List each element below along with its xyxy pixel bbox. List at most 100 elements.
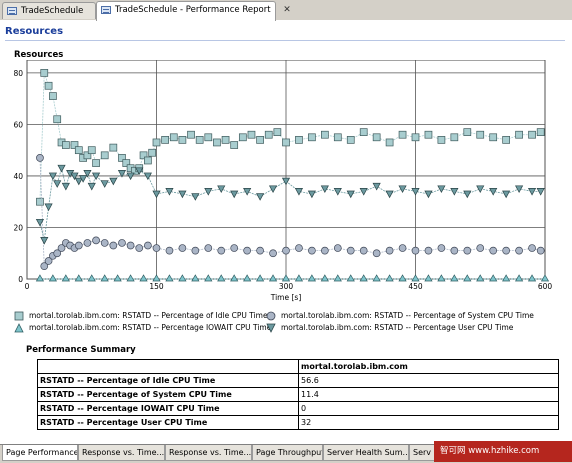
tab-page-performance[interactable]: Page Performance [2,445,78,461]
data-point [307,190,316,199]
data-point [359,128,368,136]
data-point [536,128,545,136]
tab-response-vs-time-2[interactable]: Response vs. Time... [165,445,252,461]
data-point [359,246,368,255]
data-point [143,172,152,181]
triangle-up-marker-icon [14,323,24,333]
table-header-row: mortal.torolab.ibm.com [37,359,559,374]
y-tick-label: 60 [13,120,23,129]
data-point [87,146,96,155]
tab-label: Serv [413,448,432,457]
data-point [230,244,239,252]
data-point [35,218,45,227]
data-point [178,244,187,252]
data-point [40,262,49,270]
data-point [308,133,316,142]
legend-label: mortal.torolab.ibm.com: RSTATD -- Percen… [29,311,268,320]
section-divider [5,40,565,41]
data-point [489,188,498,196]
data-point [135,167,144,176]
data-point [70,141,79,149]
data-point [489,274,498,282]
legend-item-iowait: mortal.torolab.ibm.com: RSTATD -- Percen… [14,323,271,333]
data-point [424,130,433,139]
data-point [515,246,523,255]
data-point [282,246,290,255]
data-point [44,257,53,265]
column-header: mortal.torolab.ibm.com [298,359,559,374]
data-point [256,246,264,255]
data-point [187,130,195,139]
data-point [502,136,510,144]
data-point [346,190,355,199]
data-point [70,172,79,181]
row-value: 11.4 [298,387,559,402]
table-row: RSTATD -- Percentage of System CPU Time … [37,387,559,402]
data-point [294,188,304,196]
tab-tradeschedule[interactable]: TradeSchedule [2,2,96,19]
data-point [321,130,329,139]
data-point [437,244,446,252]
legend-item-user: mortal.torolab.ibm.com: RSTATD -- Percen… [266,323,513,333]
data-point [57,164,66,173]
tab-page-throughput[interactable]: Page Throughput [252,445,323,461]
tab-response-vs-time-1[interactable]: Response vs. Time... [78,445,165,461]
data-point [398,130,407,139]
data-point [281,274,291,282]
data-point [398,274,407,282]
data-point [83,170,92,178]
data-point [295,244,303,252]
tab-performance-report[interactable]: TradeSchedule - Performance Report ✕ [96,1,291,21]
row-value: 0 [298,401,559,416]
data-point [321,246,329,255]
data-point [346,246,355,255]
legend-item-system: mortal.torolab.ibm.com: RSTATD -- Percen… [266,311,534,321]
data-point [204,133,213,142]
data-point [295,136,303,144]
report-tab-bar: Page Performance Response vs. Time... Re… [0,444,572,463]
data-point [243,188,252,196]
data-point [268,185,278,194]
data-point [269,249,277,258]
data-point [74,241,83,250]
y-tick-label: 0 [18,275,23,284]
data-point [44,81,53,90]
data-point [463,128,472,136]
data-point [333,188,342,196]
data-point [122,159,131,167]
data-point [100,239,109,247]
x-tick-label: 450 [408,282,423,291]
data-point [256,136,264,144]
table-row: RSTATD -- Percentage of Idle CPU Time 56… [37,373,559,388]
data-point [87,182,96,191]
tab-label: Page Throughput [256,448,323,457]
data-point [217,185,226,194]
table-row: RSTATD -- Percentage IOWAIT CPU Time 0 [37,401,559,416]
data-point [118,239,126,247]
table-row: RSTATD -- Percentage User CPU Time 32 [37,415,559,430]
table-corner-cell [37,359,299,374]
close-icon[interactable]: ✕ [283,5,291,15]
data-point [53,249,62,258]
data-point [152,244,161,252]
data-point [57,244,66,252]
x-tick-label: 600 [538,282,553,291]
x-tick-label: 300 [279,282,294,291]
data-point [476,130,485,139]
data-point [61,274,70,282]
summary-title: Performance Summary [26,345,136,355]
data-point [91,172,101,181]
data-point [100,151,109,160]
tab-label: TradeSchedule - Performance Report [115,5,271,15]
data-point [536,188,545,196]
data-point [411,133,420,142]
tab-server-health-summary[interactable]: Server Health Sum... [323,445,409,461]
data-point [53,180,62,188]
data-point [515,130,523,139]
triangle-down-marker-icon [266,323,276,333]
data-point [398,244,407,252]
data-point [35,274,45,282]
data-point [476,244,485,252]
data-point [53,115,62,124]
data-point [476,274,485,282]
